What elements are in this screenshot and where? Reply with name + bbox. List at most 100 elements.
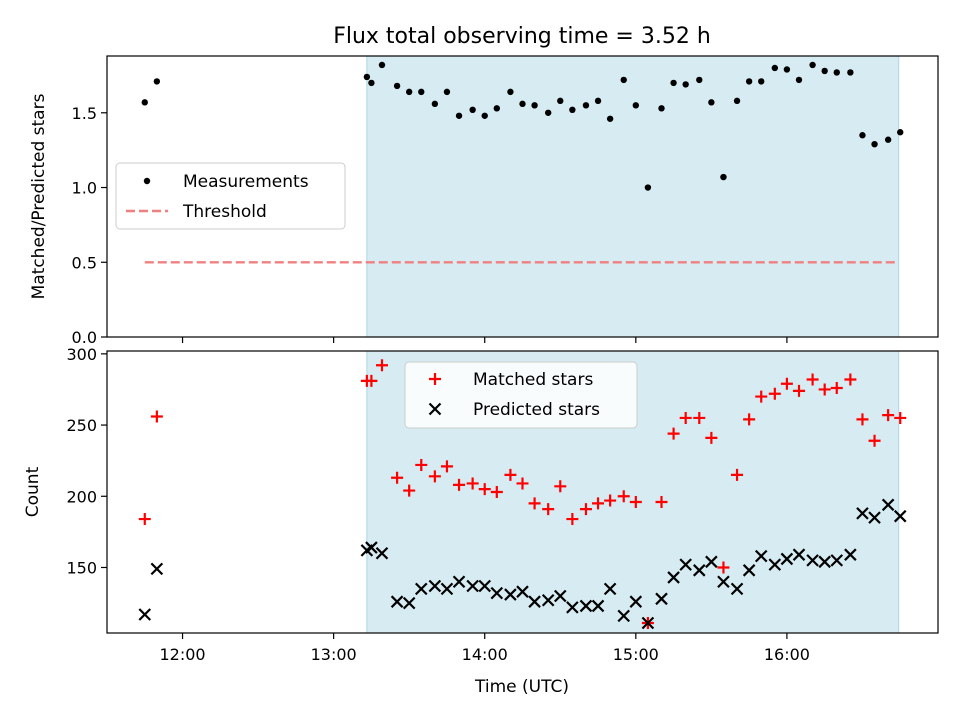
figure-title: Flux total observing time = 3.52 h <box>333 24 711 49</box>
matched-star-point <box>844 373 857 386</box>
predicted-star-point <box>856 507 869 520</box>
measurement-point <box>519 100 526 108</box>
matched-star-point <box>403 484 416 497</box>
matched-star-point <box>868 434 881 447</box>
measurement-point <box>682 81 689 88</box>
matched-star-point <box>629 495 642 508</box>
matched-star-point <box>655 495 668 508</box>
matched-star-point <box>882 409 895 422</box>
matched-star-point <box>542 503 555 516</box>
matched-star-point <box>705 431 718 444</box>
measurement-point <box>582 102 590 109</box>
matched-star-point <box>667 427 680 440</box>
predicted-star-point <box>868 511 881 524</box>
predicted-star-point <box>452 575 466 589</box>
predicted-star-point <box>591 599 605 613</box>
measurement-point <box>670 79 677 87</box>
measurement-point <box>847 69 854 76</box>
predicted-star-point <box>466 579 479 593</box>
measurement-point <box>393 82 401 90</box>
predicted-star-point <box>566 601 579 614</box>
matched-star-point <box>566 513 579 526</box>
measurement-point <box>733 97 741 105</box>
matched-star-point <box>150 410 163 423</box>
matched-star-point <box>466 477 479 490</box>
measurement-point <box>745 78 753 85</box>
matched-star-point <box>478 483 491 496</box>
predicted-star-point <box>717 575 730 589</box>
matched-star-point <box>516 477 529 490</box>
matched-star-point <box>679 411 692 424</box>
measurement-point <box>455 112 463 119</box>
matched-star-point <box>592 497 605 510</box>
measurement-point <box>620 76 627 84</box>
matched-star-point <box>391 471 404 484</box>
matched-star-point <box>792 384 805 397</box>
ratio-legend: Measurements Threshold <box>115 162 346 230</box>
x-tick-label: 12:00 <box>159 645 205 664</box>
measurement-point <box>720 173 727 181</box>
predicted-star-point <box>528 595 541 608</box>
ratio-observing-span <box>366 55 900 338</box>
x-tick-label: 16:00 <box>764 645 810 664</box>
count-y-tick-label: 200 <box>66 487 97 506</box>
matched-star-point <box>375 359 388 372</box>
count-panel: 150 200 250 300 Count Matched stars Predicted … <box>23 345 939 634</box>
x-tick-label: 13:00 <box>311 645 357 664</box>
measurement-point <box>696 76 703 84</box>
predicted-star-point <box>893 509 907 523</box>
matched-star-point <box>453 478 466 491</box>
predicted-star-point <box>138 608 152 621</box>
predicted-star-point <box>844 548 857 561</box>
measurement-point <box>809 61 816 69</box>
measurement-point <box>833 69 840 76</box>
predicted-star-point <box>541 593 555 607</box>
predicted-star-point <box>150 562 164 576</box>
measurement-point <box>783 66 791 73</box>
x-tick-label: 15:00 <box>613 645 659 664</box>
matched-star-point <box>830 382 843 395</box>
count-y-tick-label: 300 <box>66 345 97 364</box>
matched-star-point <box>365 374 378 387</box>
ratio-y-tick-label: 0.0 <box>72 328 97 347</box>
legend-frame <box>115 162 346 230</box>
measurement-point <box>418 88 425 96</box>
measurement-point <box>658 105 665 112</box>
matched-star-point <box>617 490 630 503</box>
matched-star-point <box>579 503 592 516</box>
matched-star-point <box>528 497 541 510</box>
matched-star-point <box>894 411 907 424</box>
measurement-point <box>378 61 386 69</box>
predicted-star-point <box>402 596 416 610</box>
measurement-point <box>897 129 904 136</box>
measurement-point <box>557 97 564 105</box>
measurement-point <box>431 100 439 108</box>
legend-dot-marker <box>143 177 151 185</box>
predicted-star-point <box>792 548 806 561</box>
predicted-star-point <box>655 592 668 606</box>
measurement-point <box>569 106 576 114</box>
predicted-star-point <box>667 571 680 584</box>
predicted-star-point <box>365 541 378 554</box>
matched-star-point <box>731 468 744 481</box>
predicted-star-point <box>818 555 831 569</box>
legend-x-marker <box>428 402 442 416</box>
count-axes-frame <box>106 350 939 634</box>
legend-frame <box>404 361 638 429</box>
predicted-star-point <box>440 582 454 596</box>
predicted-star-point <box>679 558 692 571</box>
predicted-star-point <box>516 585 529 598</box>
matched-star-point <box>743 413 756 426</box>
measurement-point <box>594 97 602 105</box>
measurement-point <box>795 76 803 84</box>
predicted-star-point <box>579 599 593 613</box>
x-axis-label: Time (UTC) <box>474 677 569 697</box>
ratio-panel: 0.0 0.5 1.0 1.5 Matched/Predicted stars Measu… <box>29 55 939 347</box>
ratio-y-tick-label: 1.0 <box>72 179 97 198</box>
count-series-predicted-stars <box>138 498 907 630</box>
measurement-point <box>481 112 488 119</box>
measurement-point <box>758 78 765 85</box>
count-series-matched-stars <box>138 359 907 630</box>
matched-star-point <box>428 470 441 483</box>
